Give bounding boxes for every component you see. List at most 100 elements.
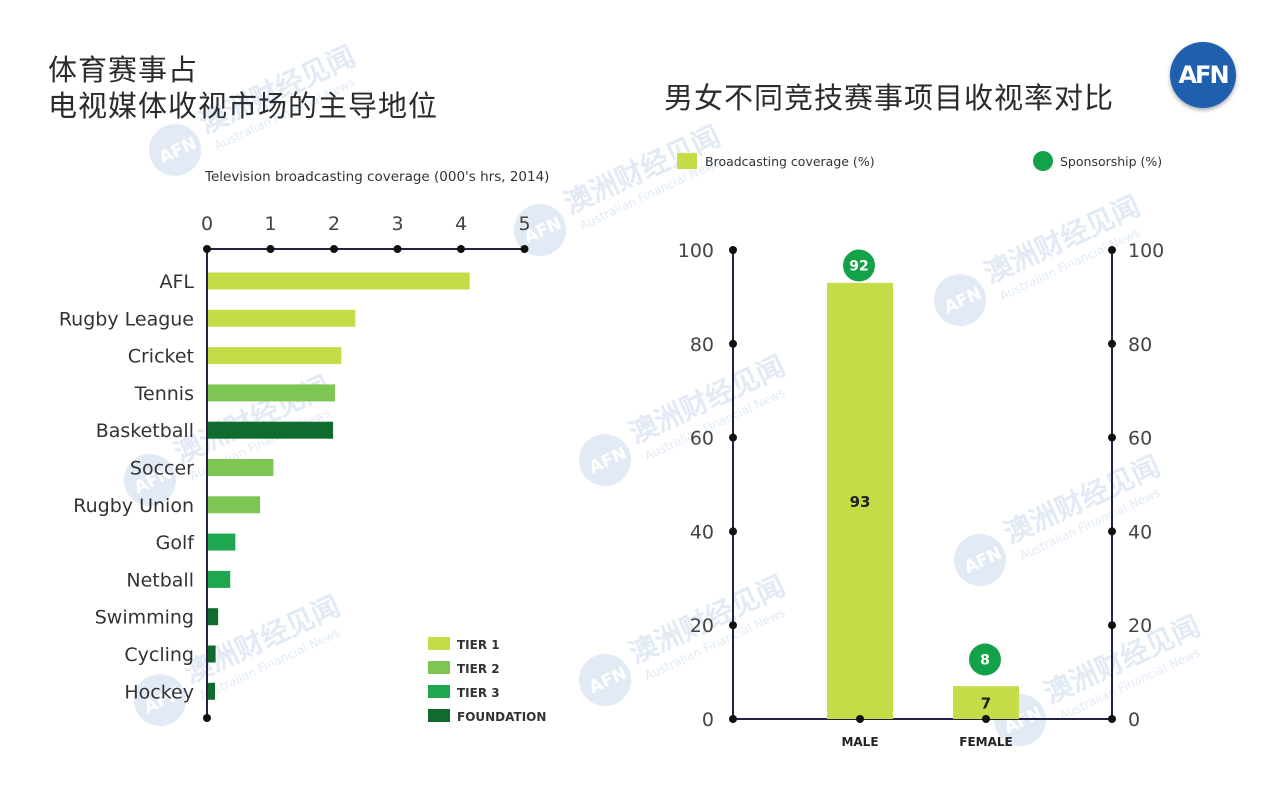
y-tick-label: 80 <box>1128 334 1152 356</box>
watermark-logo-icon <box>954 534 1006 586</box>
bar <box>208 570 231 588</box>
watermark-logo-icon <box>934 274 986 326</box>
x-tick-marker <box>330 245 338 253</box>
bar <box>208 496 261 514</box>
bar <box>208 347 342 365</box>
bar <box>208 608 219 626</box>
y-tick-label: 40 <box>1128 521 1152 543</box>
legend-swatch <box>428 637 450 650</box>
watermark-logo-icon <box>134 674 186 726</box>
bar <box>208 384 335 402</box>
x-tick-marker <box>856 715 864 723</box>
x-tick-marker <box>266 245 275 253</box>
legend-label: TIER 2 <box>457 662 500 676</box>
x-tick-label: 5 <box>518 213 530 235</box>
y-tick-marker <box>729 527 737 536</box>
legend-label: TIER 3 <box>457 686 500 700</box>
bar <box>208 309 356 327</box>
category-label: Cycling <box>124 644 194 666</box>
watermark-logo-icon <box>579 434 631 486</box>
sponsorship-value-label: 8 <box>980 652 990 668</box>
legend-dot <box>1033 151 1053 171</box>
category-label: Soccer <box>130 458 194 480</box>
legend-label: TIER 1 <box>457 638 500 652</box>
x-tick-marker <box>203 245 211 253</box>
category-label: Tennis <box>134 383 194 405</box>
y-tick-label: 0 <box>1128 709 1140 731</box>
y-tick-label: 100 <box>678 240 714 262</box>
bar <box>208 421 334 439</box>
y-tick-label: 80 <box>690 334 714 356</box>
y-tick-marker <box>729 339 737 348</box>
bar-value-label: 7 <box>981 695 991 713</box>
legend-swatch <box>428 709 450 722</box>
bar <box>827 282 893 719</box>
bar-value-label: 93 <box>850 493 871 511</box>
y-tick-label: 60 <box>690 428 714 450</box>
bar <box>208 272 470 290</box>
x-tick-label: MALE <box>841 735 878 749</box>
y-axis-end-marker <box>203 714 211 722</box>
category-label: Basketball <box>96 420 194 442</box>
x-tick-marker <box>393 245 402 253</box>
x-tick-label: 1 <box>264 213 276 235</box>
y-tick-label: 100 <box>1128 240 1164 262</box>
category-label: Rugby Union <box>73 495 194 517</box>
left-title-line1: 体育赛事占 <box>48 53 199 87</box>
y-tick-label: 60 <box>1128 428 1152 450</box>
x-tick-marker <box>982 715 990 723</box>
y-tick-label: 20 <box>1128 615 1152 637</box>
legend-swatch <box>428 685 450 698</box>
x-tick-marker <box>520 245 529 253</box>
y-tick-marker <box>1108 433 1116 442</box>
legend-label: Sponsorship (%) <box>1060 154 1162 169</box>
right-chart-title: 男女不同竞技赛事项目收视率对比 <box>664 81 1115 115</box>
y-tick-marker <box>1108 621 1116 630</box>
category-label: Swimming <box>95 607 194 629</box>
legend-label: FOUNDATION <box>457 710 546 724</box>
left-title-line2: 电视媒体收视市场的主导地位 <box>48 89 439 123</box>
bar <box>208 459 274 476</box>
bar <box>208 682 215 700</box>
category-label: Rugby League <box>59 308 194 330</box>
left-chart-subtitle: Television broadcasting coverage (000's … <box>204 169 549 185</box>
legend-label: Broadcasting coverage (%) <box>705 154 875 169</box>
legend-swatch <box>677 153 697 169</box>
x-tick-marker <box>457 245 465 253</box>
watermark-logo-icon <box>514 204 566 256</box>
x-tick-label: 3 <box>391 213 403 235</box>
sponsorship-marker <box>969 643 1001 676</box>
x-tick-label: FEMALE <box>959 735 1012 749</box>
category-label: Golf <box>156 532 196 554</box>
y-tick-marker <box>1108 246 1116 254</box>
y-tick-marker <box>729 715 737 723</box>
x-tick-label: 4 <box>455 213 467 235</box>
category-label: Netball <box>126 569 194 591</box>
y-tick-marker <box>1108 715 1116 723</box>
y-tick-label: 0 <box>702 709 714 731</box>
bar <box>953 686 1019 719</box>
y-tick-label: 20 <box>690 615 714 637</box>
sponsorship-value-label: 92 <box>849 259 868 275</box>
watermark-logo-icon <box>579 654 631 706</box>
y-tick-marker <box>729 246 737 254</box>
category-label: Cricket <box>128 346 194 368</box>
y-tick-marker <box>1108 527 1116 536</box>
bar <box>208 533 236 551</box>
legend-swatch <box>428 661 450 674</box>
afn-logo: AFN <box>1170 42 1236 108</box>
left-chart-title: 体育赛事占 电视媒体收视市场的主导地位 <box>48 52 438 124</box>
y-tick-marker <box>729 433 737 442</box>
watermark-logo-icon <box>149 124 201 176</box>
y-tick-marker <box>729 621 737 630</box>
x-tick-label: 2 <box>328 213 340 235</box>
watermark-logo-icon <box>124 454 176 506</box>
sponsorship-marker <box>843 249 875 282</box>
bar <box>208 645 216 663</box>
